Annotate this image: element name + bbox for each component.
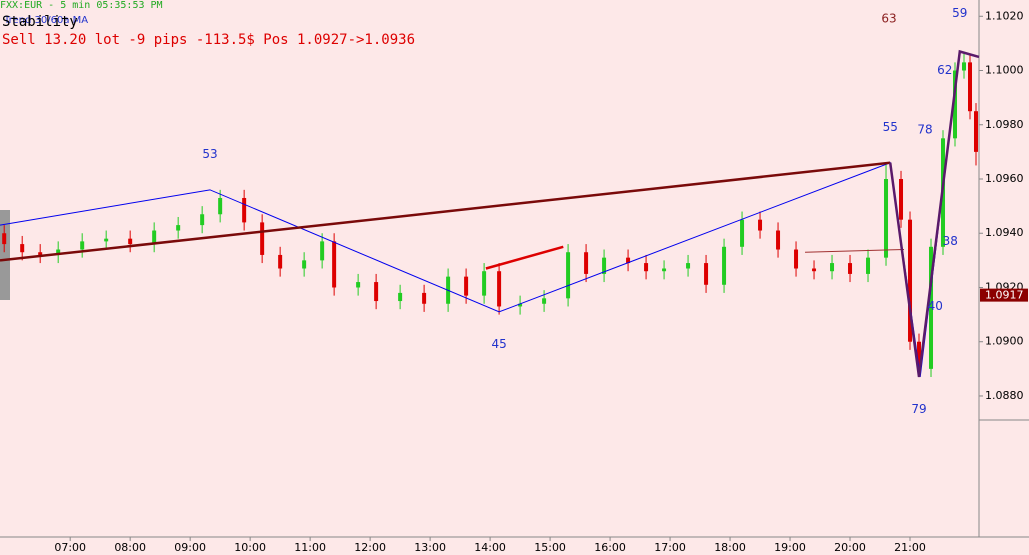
wave-label: 40 xyxy=(928,299,943,313)
candle-body xyxy=(374,282,379,302)
candle-body xyxy=(899,179,904,220)
candle-body xyxy=(218,197,223,215)
candle-body xyxy=(866,257,871,274)
plot xyxy=(0,49,980,378)
candle-body xyxy=(497,271,502,307)
x-tick-label: 10:00 xyxy=(234,541,266,554)
candle-body xyxy=(848,263,853,274)
x-tick-label: 20:00 xyxy=(834,541,866,554)
candle-body xyxy=(398,292,403,302)
candle-body xyxy=(968,62,973,112)
candle-body xyxy=(356,282,361,288)
candle-body xyxy=(686,263,691,269)
x-tick-label: 09:00 xyxy=(174,541,206,554)
wave-label: 38 xyxy=(943,234,958,248)
x-tick-label: 16:00 xyxy=(594,541,626,554)
wave-label: 45 xyxy=(491,337,506,351)
candle-body xyxy=(722,246,727,285)
x-tick-label: 13:00 xyxy=(414,541,446,554)
candle-body xyxy=(584,252,589,274)
candle-body xyxy=(812,268,817,272)
candle-body xyxy=(830,263,835,272)
candle-body xyxy=(422,292,427,304)
y-tick-label: 1.0880 xyxy=(985,389,1024,402)
y-tick-label: 1.1000 xyxy=(985,64,1024,77)
candle-body xyxy=(566,252,571,299)
wave-label: 55 xyxy=(883,120,898,134)
y-tick-label: 1.0940 xyxy=(985,226,1024,239)
header: FXX:EUR - 5 min 05:35:53 PM xyxy=(0,0,163,11)
wave-label: 59 xyxy=(952,6,967,20)
x-tick-label: 21:00 xyxy=(894,541,926,554)
candle-body xyxy=(128,238,133,245)
candle-body xyxy=(974,111,979,152)
candle-body xyxy=(80,241,85,250)
indicator: Trend 30/60a MA xyxy=(3,15,88,26)
candle-body xyxy=(794,249,799,269)
zigzag-line xyxy=(805,249,905,253)
wave-label: 79 xyxy=(911,402,926,416)
candle-body xyxy=(953,70,958,139)
candle-body xyxy=(38,252,43,255)
candle-body xyxy=(929,246,934,369)
scroll-handle[interactable] xyxy=(0,210,10,300)
zigzag-line xyxy=(485,245,564,270)
wave-label: 63 xyxy=(881,11,896,25)
candle-body xyxy=(542,298,547,304)
x-tick-label: 19:00 xyxy=(774,541,806,554)
candle-body xyxy=(917,341,922,369)
position: Sell 13.20 lot -9 pips -113.5$ Pos 1.092… xyxy=(2,32,415,48)
wave-label: 53 xyxy=(202,147,217,161)
y-tick-label: 1.1020 xyxy=(985,9,1024,22)
candle-body xyxy=(704,263,709,285)
zigzag-line xyxy=(888,49,980,378)
candle-body xyxy=(20,244,25,253)
y-tick-label: 1.0960 xyxy=(985,172,1024,185)
candle-body xyxy=(602,257,607,274)
candle-body xyxy=(884,179,889,258)
x-tick-label: 14:00 xyxy=(474,541,506,554)
candle-body xyxy=(482,271,487,296)
candle-body xyxy=(740,219,745,247)
x-tick-label: 15:00 xyxy=(534,541,566,554)
candle-body xyxy=(260,222,265,255)
label: Stability xyxy=(2,14,78,30)
x-tick-label: 17:00 xyxy=(654,541,686,554)
candle-body xyxy=(776,230,781,250)
zigzag-line xyxy=(0,51,961,378)
candle-body xyxy=(176,225,181,231)
candle-body xyxy=(56,249,61,255)
last-price-label: 1.0917 xyxy=(985,289,1024,302)
candle-body xyxy=(104,238,109,242)
candle-body xyxy=(320,241,325,261)
y-tick-label: 1.0980 xyxy=(985,118,1024,131)
x-tick-label: 07:00 xyxy=(54,541,86,554)
candle-body xyxy=(626,257,631,264)
candle-body xyxy=(2,233,7,245)
candle-body xyxy=(302,260,307,269)
candle-body xyxy=(662,268,667,272)
candle-body xyxy=(152,230,157,245)
candle-body xyxy=(242,197,247,223)
x-tick-label: 08:00 xyxy=(114,541,146,554)
y-tick-label: 1.0900 xyxy=(985,335,1024,348)
candle-body xyxy=(464,276,469,296)
x-tick-label: 18:00 xyxy=(714,541,746,554)
candle-body xyxy=(644,263,649,272)
candle-body xyxy=(278,254,283,269)
candle-body xyxy=(332,241,337,288)
wave-label: 62 xyxy=(937,63,952,77)
zigzag-line xyxy=(0,161,891,262)
candle-body xyxy=(518,303,523,307)
x-tick-label: 11:00 xyxy=(294,541,326,554)
wave-label: 78 xyxy=(917,123,932,137)
candle-body xyxy=(200,214,205,226)
candle-body xyxy=(908,219,913,342)
x-tick-label: 12:00 xyxy=(354,541,386,554)
candle-body xyxy=(758,219,763,231)
candle-body xyxy=(962,62,967,71)
last-price-box xyxy=(980,288,1028,302)
